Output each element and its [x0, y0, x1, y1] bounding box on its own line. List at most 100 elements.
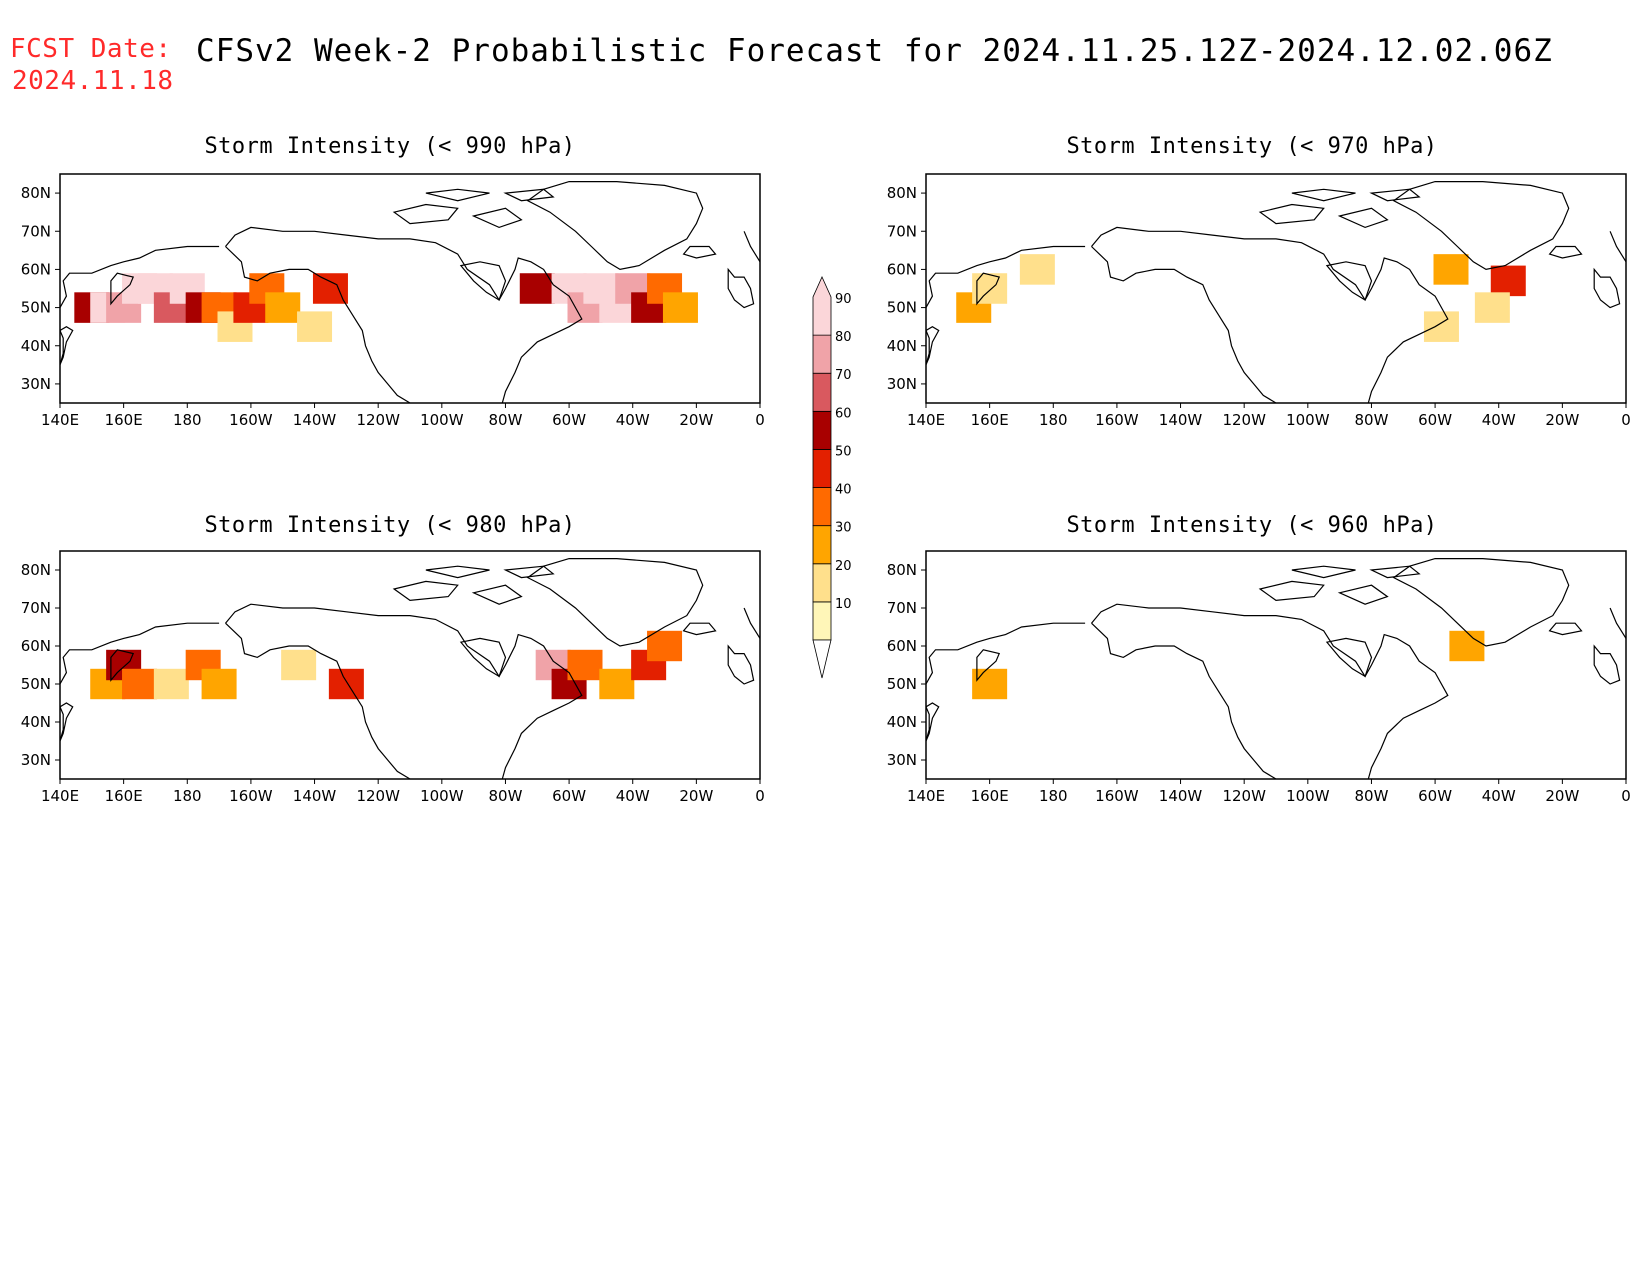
colorbar-lower-extension — [812, 639, 832, 679]
colorbar-label: 20 — [835, 559, 852, 574]
x-tick-label: 40W — [616, 411, 650, 429]
x-tick-label: 20W — [1545, 787, 1579, 805]
x-tick-label: 140W — [293, 787, 337, 805]
x-tick-label: 80W — [488, 411, 522, 429]
x-tick-label: 40W — [1482, 787, 1516, 805]
data-cell — [567, 649, 603, 681]
x-tick-label: 40W — [616, 787, 650, 805]
coastlines — [926, 181, 1626, 403]
x-tick-label: 180 — [173, 411, 202, 429]
y-tick-label: 30N — [21, 751, 51, 769]
x-tick-label: 0 — [755, 411, 765, 429]
x-tick-label: 160W — [229, 787, 273, 805]
x-tick-label: 160E — [971, 411, 1009, 429]
panel-title-990: Storm Intensity (< 990 hPa) — [204, 134, 576, 159]
coastlines — [926, 557, 1626, 779]
colorbar-segment — [812, 276, 832, 336]
colorbar: 10 20 30 40 50 60 70 80 90 — [812, 276, 852, 679]
y-tick-label: 70N — [21, 222, 51, 240]
probability-cells — [74, 273, 698, 342]
y-tick-label: 80N — [21, 184, 51, 202]
y-tick-label: 60N — [887, 260, 917, 278]
map-frame — [59, 173, 761, 404]
data-cell — [662, 292, 698, 323]
data-cell — [1449, 630, 1485, 662]
data-cell — [297, 311, 333, 342]
x-tick-label: 40W — [1482, 411, 1516, 429]
x-tick-label: 180 — [1039, 787, 1068, 805]
y-tick-label: 60N — [21, 637, 51, 655]
colorbar-label: 90 — [835, 292, 852, 307]
y-tick-label: 50N — [21, 299, 51, 317]
data-cell — [1474, 292, 1510, 323]
data-cell — [599, 668, 635, 700]
colorbar-label: 60 — [835, 406, 852, 421]
colorbar-label: 50 — [835, 444, 852, 459]
x-tick-label: 100W — [420, 787, 464, 805]
x-tick-label: 120W — [1222, 411, 1266, 429]
y-tick-label: 80N — [21, 561, 51, 579]
y-tick-label: 30N — [21, 375, 51, 393]
x-tick-label: 100W — [420, 411, 464, 429]
x-tick-label: 80W — [488, 787, 522, 805]
map-panel-p980: 140E 160E 180 160W 140W 120W 100W 80W 60W 40W 20W 0… — [21, 550, 765, 805]
x-tick-label: 60W — [1418, 787, 1452, 805]
data-cell — [328, 668, 364, 700]
x-tick-label: 180 — [173, 787, 202, 805]
x-tick-label: 100W — [1286, 787, 1330, 805]
colorbar-segment — [812, 334, 832, 374]
y-tick-label: 60N — [887, 637, 917, 655]
colorbar-segment — [812, 601, 832, 641]
x-tick-label: 140W — [1159, 411, 1203, 429]
x-tick-label: 120W — [356, 411, 400, 429]
map-panel-p970: 140E 160E 180 160W 140W 120W 100W 80W 60W 40W 20W 0… — [887, 173, 1631, 429]
x-tick-label: 160W — [229, 411, 273, 429]
x-tick-label: 160E — [971, 787, 1009, 805]
y-tick-label: 70N — [21, 599, 51, 617]
y-tick-label: 80N — [887, 561, 917, 579]
x-tick-label: 0 — [1621, 787, 1631, 805]
data-cell — [281, 649, 317, 681]
x-tick-label: 140W — [293, 411, 337, 429]
y-tick-label: 40N — [21, 713, 51, 731]
y-tick-label: 30N — [887, 751, 917, 769]
map-panel-p990: 140E 160E 180 160W 140W 120W 100W 80W 60W 40W 20W 0… — [21, 173, 765, 429]
x-tick-label: 180 — [1039, 411, 1068, 429]
coastlines — [60, 181, 760, 403]
colorbar-label: 30 — [835, 521, 852, 536]
y-tick-label: 70N — [887, 222, 917, 240]
x-tick-label: 160E — [105, 411, 143, 429]
y-tick-label: 40N — [887, 337, 917, 355]
y-tick-label: 70N — [887, 599, 917, 617]
data-cell — [1423, 311, 1459, 342]
coastlines — [60, 557, 760, 779]
data-cell — [1433, 254, 1469, 285]
x-tick-label: 140W — [1159, 787, 1203, 805]
x-tick-label: 160E — [105, 787, 143, 805]
probability-cells — [972, 630, 1485, 700]
x-tick-label: 100W — [1286, 411, 1330, 429]
data-cell — [201, 668, 237, 700]
x-tick-label: 160W — [1095, 411, 1139, 429]
data-cell — [1490, 265, 1526, 297]
y-tick-label: 60N — [21, 260, 51, 278]
data-cell — [265, 292, 301, 323]
x-tick-label: 140E — [41, 787, 79, 805]
x-tick-label: 20W — [679, 411, 713, 429]
data-cell — [972, 668, 1008, 700]
colorbar-label: 40 — [835, 483, 852, 498]
x-tick-label: 60W — [1418, 411, 1452, 429]
x-tick-label: 0 — [1621, 411, 1631, 429]
colorbar-segment — [812, 372, 832, 412]
colorbar-segment — [812, 563, 832, 603]
x-tick-label: 140E — [907, 787, 945, 805]
probability-cells — [956, 254, 1526, 342]
panel-title-960: Storm Intensity (< 960 hPa) — [1066, 513, 1438, 538]
data-cell — [122, 668, 158, 700]
panel-title-980: Storm Intensity (< 980 hPa) — [204, 513, 576, 538]
colorbar-segment — [812, 410, 832, 450]
x-tick-label: 20W — [1545, 411, 1579, 429]
map-frame — [925, 550, 1627, 780]
x-tick-label: 80W — [1354, 411, 1388, 429]
